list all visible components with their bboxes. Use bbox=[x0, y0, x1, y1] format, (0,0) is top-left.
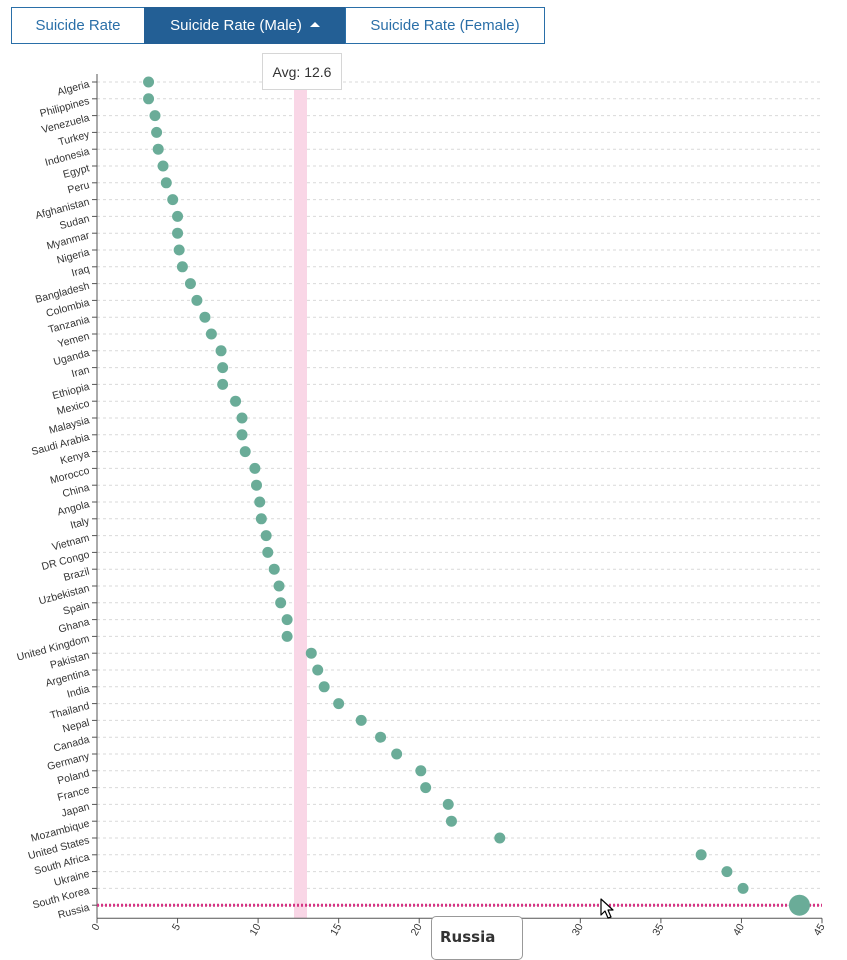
data-point bbox=[255, 513, 267, 525]
y-tick-label: Nepal bbox=[61, 717, 91, 736]
y-tick-label: Egypt bbox=[62, 162, 91, 181]
mouse-pointer-icon bbox=[600, 898, 614, 919]
data-point bbox=[251, 479, 262, 491]
tab-label: Suicide Rate (Female) bbox=[370, 17, 520, 34]
data-point bbox=[173, 244, 185, 256]
y-tick-label: Italy bbox=[69, 515, 91, 532]
data-point bbox=[391, 748, 403, 760]
data-point bbox=[143, 93, 155, 105]
data-point bbox=[305, 647, 317, 659]
y-tick-label: Peru bbox=[66, 179, 91, 196]
x-tick-label: 0 bbox=[89, 922, 102, 933]
y-tick-label: Spain bbox=[62, 599, 91, 618]
data-point bbox=[172, 227, 184, 239]
data-point bbox=[420, 782, 432, 794]
data-point bbox=[375, 731, 387, 743]
x-tick-label: 35 bbox=[650, 922, 666, 938]
data-point bbox=[273, 580, 285, 592]
tab-label: Suicide Rate bbox=[35, 17, 121, 34]
metric-tabs: Suicide Rate Suicide Rate (Male) Suicide… bbox=[11, 7, 545, 44]
y-tick-label: China bbox=[61, 481, 91, 500]
data-point bbox=[184, 278, 196, 290]
data-point bbox=[312, 664, 324, 676]
data-point bbox=[217, 378, 229, 390]
tab-suicide-rate-male[interactable]: Suicide Rate (Male) bbox=[144, 7, 346, 44]
x-tick-label: 5 bbox=[170, 922, 183, 933]
data-point bbox=[268, 563, 280, 575]
data-point bbox=[167, 194, 179, 206]
y-axis: AlgeriaPhilippinesVenezuelaTurkeyIndones… bbox=[15, 74, 98, 921]
data-point bbox=[191, 294, 203, 306]
y-tick-label: Iraq bbox=[70, 263, 91, 279]
tooltip: Russia bbox=[431, 916, 523, 960]
data-point bbox=[239, 446, 251, 458]
x-tick-label: 30 bbox=[570, 922, 586, 938]
tab-label: Suicide Rate (Male) bbox=[170, 17, 302, 34]
data-point bbox=[236, 412, 248, 424]
grid-lines bbox=[97, 81, 822, 906]
data-point bbox=[236, 429, 248, 441]
x-tick-label: 20 bbox=[409, 922, 425, 938]
tab-suicide-rate-female[interactable]: Suicide Rate (Female) bbox=[345, 7, 545, 44]
average-label: Avg: 12.6 bbox=[262, 53, 342, 90]
data-point bbox=[494, 832, 506, 844]
data-point bbox=[333, 698, 345, 710]
data-point bbox=[721, 866, 733, 878]
data-point bbox=[172, 210, 184, 222]
data-point bbox=[262, 546, 274, 558]
data-point bbox=[157, 160, 169, 172]
sort-up-icon bbox=[309, 22, 320, 27]
data-point bbox=[249, 462, 261, 474]
data-point bbox=[217, 362, 229, 374]
data-point bbox=[160, 177, 172, 189]
data-point bbox=[695, 849, 707, 861]
data-point bbox=[275, 597, 287, 609]
data-point bbox=[281, 630, 293, 642]
data-point bbox=[281, 614, 293, 626]
data-point bbox=[151, 126, 163, 138]
data-point bbox=[199, 311, 211, 323]
data-point bbox=[176, 261, 188, 273]
data-point bbox=[215, 345, 227, 357]
data-point bbox=[254, 496, 266, 508]
y-tick-label: Japan bbox=[60, 801, 91, 820]
y-tick-label: Brazil bbox=[62, 566, 90, 584]
data-point bbox=[143, 76, 155, 88]
data-point bbox=[737, 882, 749, 894]
data-point bbox=[205, 328, 217, 340]
data-point bbox=[355, 714, 367, 726]
data-points bbox=[143, 76, 810, 916]
x-tick-label: 15 bbox=[328, 922, 344, 938]
data-point bbox=[788, 894, 810, 916]
x-tick-label: 45 bbox=[811, 922, 827, 938]
data-point bbox=[318, 681, 330, 693]
data-point bbox=[230, 395, 242, 407]
y-tick-label: India bbox=[66, 683, 91, 701]
data-point bbox=[415, 765, 427, 777]
data-point bbox=[149, 110, 161, 122]
data-point bbox=[442, 798, 454, 810]
tab-suicide-rate[interactable]: Suicide Rate bbox=[11, 7, 145, 44]
x-tick-label: 40 bbox=[731, 922, 747, 938]
x-tick-label: 10 bbox=[247, 922, 263, 938]
data-point bbox=[152, 143, 164, 155]
y-tick-label: Iran bbox=[70, 364, 91, 380]
data-point bbox=[445, 815, 457, 827]
data-point bbox=[260, 530, 272, 542]
average-band bbox=[294, 90, 307, 919]
y-tick-label: Russia bbox=[57, 901, 91, 921]
